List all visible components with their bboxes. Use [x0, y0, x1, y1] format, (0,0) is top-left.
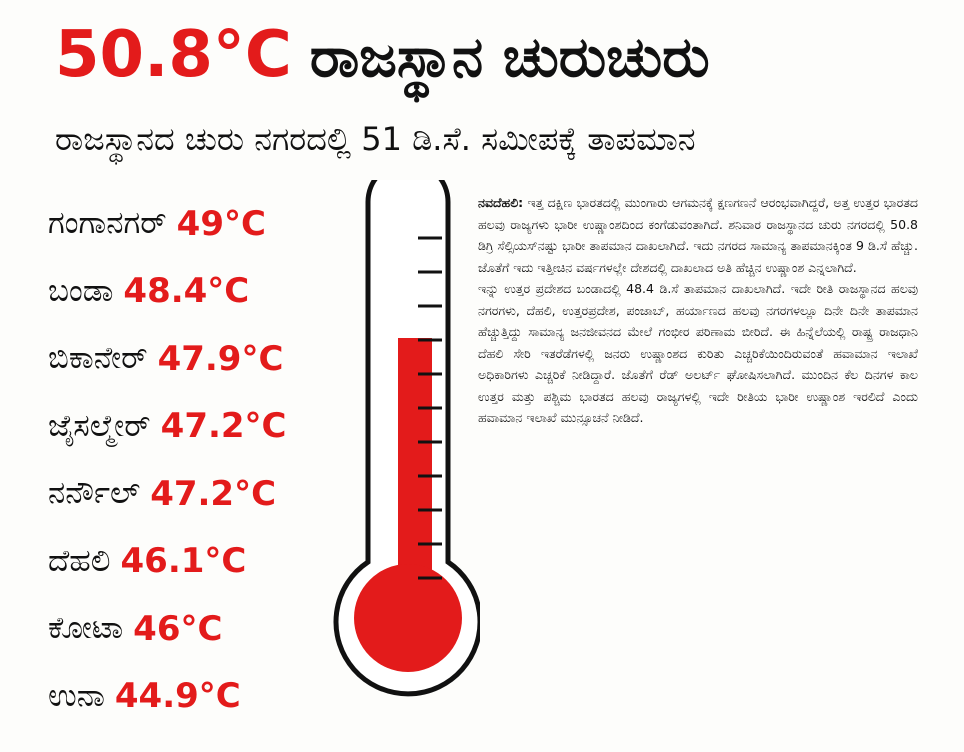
- city-temp: 49°C: [176, 203, 266, 244]
- city-temp: 47.2°C: [160, 406, 287, 447]
- dateline: ನವದೆಹಲಿ:: [478, 195, 524, 210]
- city-row: ಬಂಡಾ 48.4°C: [48, 258, 378, 326]
- subtitle: ರಾಜಸ್ಥಾನದ ಚುರು ನಗರದಲ್ಲಿ 51 ಡಿ.ಸೆ. ಸಮೀಪಕ್…: [55, 120, 696, 158]
- city-name: ಬಂಡಾ: [48, 272, 114, 309]
- article-paragraph: ನವದೆಹಲಿ: ಇತ್ತ ದಕ್ಷಿಣ ಭಾರತದಲ್ಲಿ ಮುಂಗಾರು ಆ…: [478, 192, 918, 278]
- city-list: ಗಂಗಾನಗರ್ 49°C ಬಂಡಾ 48.4°C ಬಿಕಾನೇರ್ 47.9°C ಜೈಸಲ…: [48, 190, 378, 730]
- city-name: ಗಂಗಾನಗರ್: [48, 205, 167, 242]
- paragraph-text: ಇನ್ನು ಉತ್ತರ ಪ್ರದೇಶದ ಬಂಡಾದಲ್ಲಿ 48.4 ಡಿ.ಸೆ…: [478, 281, 918, 425]
- paragraph-text: ಇತ್ತ ದಕ್ಷಿಣ ಭಾರತದಲ್ಲಿ ಮುಂಗಾರು ಆಗಮನಕ್ಕೆ ಕ…: [478, 195, 918, 275]
- headline-temperature: 50.8°C: [55, 18, 292, 92]
- article: ನವದೆಹಲಿ: ಇತ್ತ ದಕ್ಷಿಣ ಭಾರತದಲ್ಲಿ ಮುಂಗಾರು ಆ…: [478, 192, 918, 429]
- city-row: ಕೋಟಾ 46°C: [48, 595, 378, 663]
- headline: 50.8°C ರಾಜಸ್ಥಾನ ಚುರುಚುರು: [55, 18, 935, 108]
- article-paragraph: ಇನ್ನು ಉತ್ತರ ಪ್ರದೇಶದ ಬಂಡಾದಲ್ಲಿ 48.4 ಡಿ.ಸೆ…: [478, 278, 918, 429]
- city-name: ಜೈಸಲ್ಮೇರ್: [48, 407, 151, 444]
- city-name: ಬಿಕಾನೇರ್: [48, 340, 148, 377]
- thermometer-ticks: [418, 236, 442, 580]
- headline-title: ರಾಜಸ್ಥಾನ ಚುರುಚುರು: [309, 25, 710, 90]
- city-name: ಉನಾ: [48, 677, 105, 714]
- city-row: ಉನಾ 44.9°C: [48, 663, 378, 731]
- city-name: ದೆಹಲಿ: [48, 542, 111, 579]
- city-row: ಜೈಸಲ್ಮೇರ್ 47.2°C: [48, 393, 378, 461]
- city-name: ಕೋಟಾ: [48, 610, 124, 647]
- city-row: ದೆಹಲಿ 46.1°C: [48, 528, 378, 596]
- city-temp: 46°C: [133, 608, 223, 649]
- city-row: ನರ್ನೌಲ್ 47.2°C: [48, 460, 378, 528]
- city-temp: 44.9°C: [114, 676, 241, 717]
- city-name: ನರ್ನೌಲ್: [48, 475, 141, 512]
- city-row: ಗಂಗಾನಗರ್ 49°C: [48, 190, 378, 258]
- thermometer: [333, 180, 480, 697]
- city-temp: 46.1°C: [120, 541, 247, 582]
- city-temp: 48.4°C: [123, 271, 250, 312]
- city-row: ಬಿಕಾನೇರ್ 47.9°C: [48, 325, 378, 393]
- city-temp: 47.9°C: [157, 338, 284, 379]
- city-temp: 47.2°C: [150, 473, 277, 514]
